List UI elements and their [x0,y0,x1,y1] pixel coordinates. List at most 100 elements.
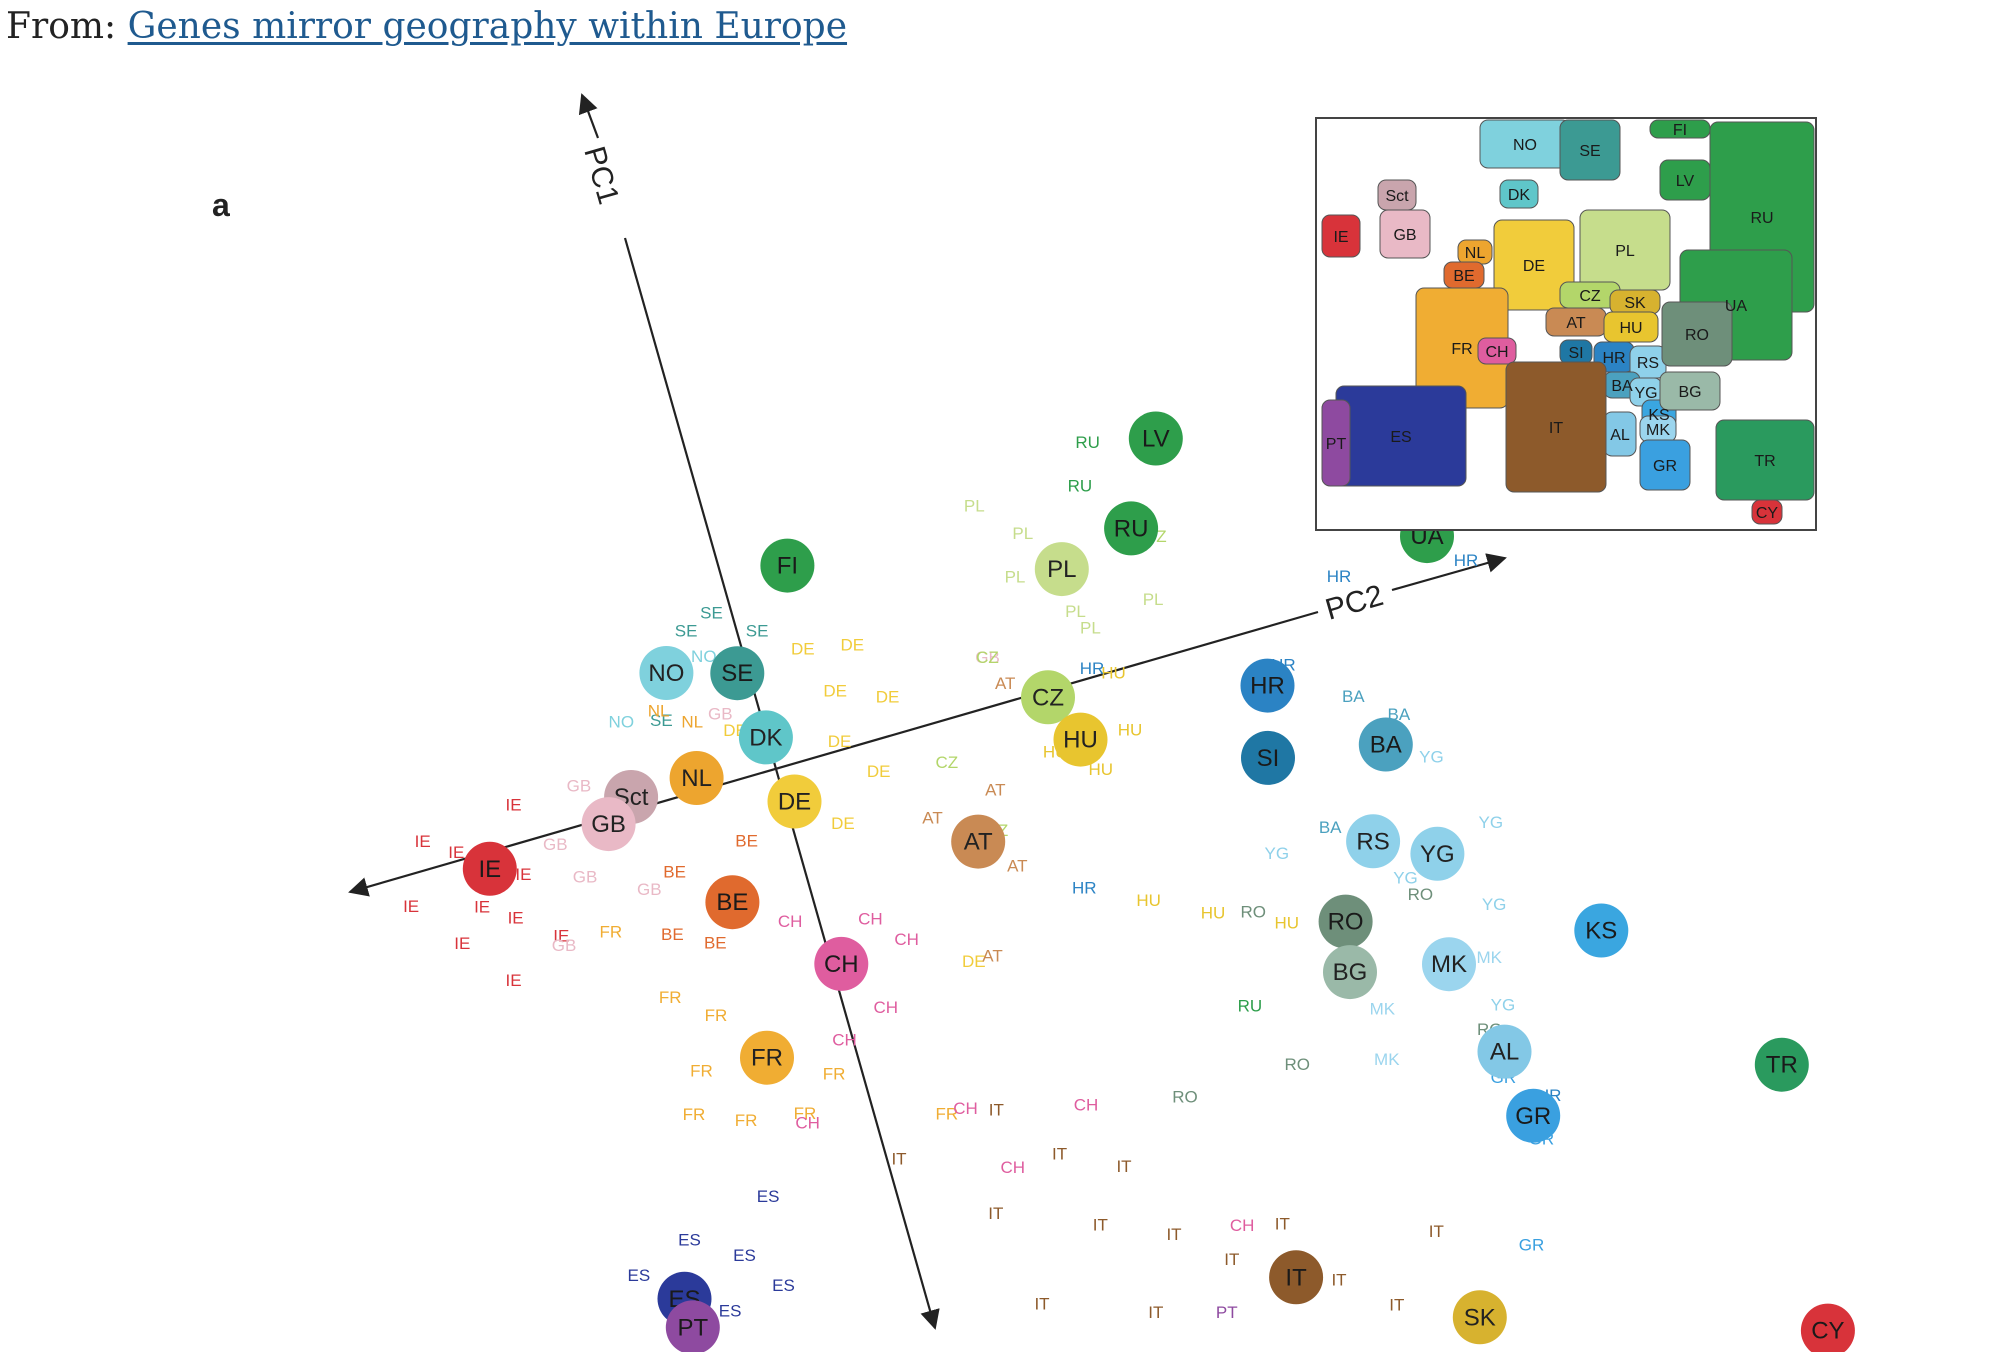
inset-region-se [1559,119,1621,181]
inset-label-fr: FR [1451,341,1472,358]
centroid-marker [1053,712,1108,767]
individual-point-ch: CH [832,1031,857,1050]
centroid-label: CY [1811,1318,1844,1345]
individual-point-ie: IE [415,832,431,851]
individual-point-mk: MK [1370,1000,1396,1019]
centroid-rs: RS [1346,814,1401,869]
centroid-ba: BA [1358,717,1413,772]
centroid-label: NO [648,660,684,687]
individual-point-es: ES [678,1231,701,1250]
individual-point-ie: IE [515,865,531,884]
centroid-marker [705,875,760,930]
inset-regions [1321,119,1815,525]
individual-point-fr: FR [690,1062,713,1081]
centroid-hu: HU [1053,712,1108,767]
individual-point-gb: GB [573,868,598,887]
individual-point-yg: YG [1491,996,1516,1015]
centroid-label: NL [681,765,712,792]
centroid-nl: NL [669,751,724,805]
individual-point-ba: BA [1319,818,1342,837]
centroid-marker [1323,945,1377,1000]
inset-region-cy [1751,499,1783,525]
inset-region-it [1505,361,1607,493]
individual-point-hu: HU [1275,913,1300,932]
individual-point-de: DE [791,639,815,658]
inset-label-tr: TR [1754,453,1775,470]
inset-label-hr: HR [1602,350,1625,367]
inset-label-pt: PT [1326,436,1347,453]
individual-point-mk: MK [1476,948,1502,967]
pc1-axis-label: PC1 [577,143,625,208]
centroid-label: IT [1285,1264,1307,1291]
individual-point-it: IT [1148,1303,1163,1322]
centroid-label: MK [1431,951,1467,978]
inset-label-sct: Sct [1385,188,1409,205]
individual-point-ru: RU [1068,477,1093,496]
centroid-marker [1506,1088,1561,1143]
centroid-al: AL [1477,1024,1532,1079]
europe-inset-map: NO SE FI DK Sct GB IE NL BE DE PL LV RU UA CZ SK AT HU FR C… [1315,117,1817,531]
inset-label-rs: RS [1637,355,1659,372]
individual-point-nl: NL [681,713,703,732]
centroid-marker [1477,1024,1532,1079]
individual-point-ro: RO [1408,885,1434,904]
article-link[interactable]: Genes mirror geography within Europe [127,6,848,47]
centroid-it: IT [1269,1250,1324,1305]
individual-point-es: ES [733,1246,756,1265]
individual-point-fr: FR [599,922,622,941]
inset-region-dk [1499,179,1539,209]
individual-point-hr: HR [1080,659,1105,678]
centroid-marker [740,1030,794,1085]
individual-point-it: IT [989,1101,1004,1120]
inset-region-pt [1321,399,1351,487]
individual-point-de: DE [823,682,847,701]
centroid-marker [1754,1037,1809,1092]
centroid-marker [1241,730,1295,785]
individual-point-ie: IE [505,795,521,814]
centroid-label: LV [1142,426,1170,453]
individual-point-ch: CH [894,930,919,949]
individual-point-ch: CH [953,1099,978,1118]
individual-point-yg: YG [1479,813,1504,832]
centroid-mk: MK [1422,937,1476,992]
inset-label-be: BE [1453,268,1474,285]
centroid-hr: HR [1240,658,1295,713]
individual-point-it: IT [988,1204,1003,1223]
individual-point-de: DE [828,732,852,751]
individual-point-gb: GB [708,705,733,724]
inset-label-cz: CZ [1579,288,1601,305]
inset-labels: NO SE FI DK Sct GB IE NL BE DE PL LV RU UA CZ SK AT HU FR C… [1326,122,1779,522]
centroid-marker [760,538,815,593]
individual-point-es: ES [628,1266,651,1285]
inset-label-no: NO [1513,137,1537,154]
centroid-fi: FI [760,538,815,593]
individual-point-cz: CZ [976,648,999,667]
individual-point-no: NO [691,647,717,666]
centroid-label: BA [1370,732,1402,759]
inset-label-ro: RO [1685,327,1709,344]
individual-point-se: SE [700,604,723,623]
inset-label-lv: LV [1676,173,1695,190]
individual-point-no: NO [609,712,635,731]
inset-label-at: AT [1566,315,1585,332]
centroid-marker [1358,717,1413,772]
individual-point-pl: PL [1005,568,1026,587]
inset-label-mk: MK [1646,422,1670,439]
centroid-marker [1021,670,1075,725]
inset-label-de: DE [1523,258,1545,275]
inset-label-ua: UA [1725,298,1748,315]
centroid-dk: DK [738,710,793,765]
inset-label-ie: IE [1333,229,1348,246]
inset-region-ie [1321,214,1361,258]
inset-label-cy: CY [1756,505,1779,522]
centroid-label: KS [1585,918,1617,945]
centroid-ie: IE [462,841,517,896]
inset-region-de [1493,219,1575,311]
individual-point-pt: PT [1216,1303,1238,1322]
individual-point-ie: IE [508,908,524,927]
inset-label-dk: DK [1508,187,1531,204]
centroid-ro: RO [1318,894,1373,949]
centroid-ks: KS [1574,903,1629,958]
